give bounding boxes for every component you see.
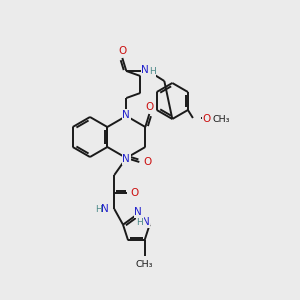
Text: N: N	[134, 207, 142, 217]
Text: O: O	[143, 157, 152, 167]
Text: O: O	[203, 114, 211, 124]
Text: N: N	[122, 110, 130, 120]
Text: O: O	[145, 102, 153, 112]
Text: CH₃: CH₃	[136, 260, 153, 269]
Text: N: N	[141, 65, 149, 75]
Text: CH₃: CH₃	[212, 115, 230, 124]
Text: H: H	[149, 68, 156, 76]
Text: N: N	[101, 204, 109, 214]
Text: H: H	[136, 218, 143, 227]
Text: N: N	[122, 154, 130, 164]
Text: H: H	[95, 206, 102, 214]
Text: O: O	[130, 188, 138, 198]
Text: O: O	[118, 46, 126, 56]
Text: N: N	[142, 217, 149, 227]
